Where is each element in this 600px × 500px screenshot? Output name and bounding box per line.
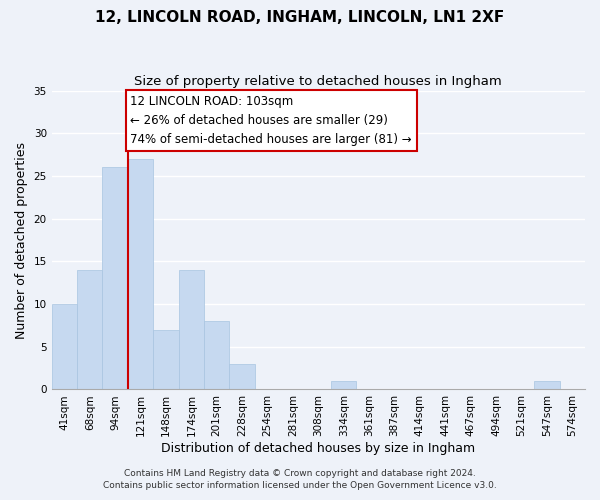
Bar (52, 304, 77, 390)
X-axis label: Distribution of detached houses by size in Ingham: Distribution of detached houses by size … (161, 442, 475, 455)
Bar (331, 381, 356, 390)
Bar (534, 381, 560, 390)
Y-axis label: Number of detached properties: Number of detached properties (15, 142, 28, 338)
Bar (179, 270, 204, 390)
Bar (153, 330, 179, 390)
Bar (128, 159, 153, 390)
Text: Contains HM Land Registry data © Crown copyright and database right 2024.
Contai: Contains HM Land Registry data © Crown c… (103, 468, 497, 490)
Title: Size of property relative to detached houses in Ingham: Size of property relative to detached ho… (134, 75, 502, 88)
Text: 12 LINCOLN ROAD: 103sqm
← 26% of detached houses are smaller (29)
74% of semi-de: 12 LINCOLN ROAD: 103sqm ← 26% of detache… (130, 95, 412, 146)
Bar (204, 321, 229, 390)
Bar (77, 270, 103, 390)
Text: 12, LINCOLN ROAD, INGHAM, LINCOLN, LN1 2XF: 12, LINCOLN ROAD, INGHAM, LINCOLN, LN1 2… (95, 10, 505, 25)
Bar (103, 168, 128, 390)
Bar (229, 364, 255, 390)
